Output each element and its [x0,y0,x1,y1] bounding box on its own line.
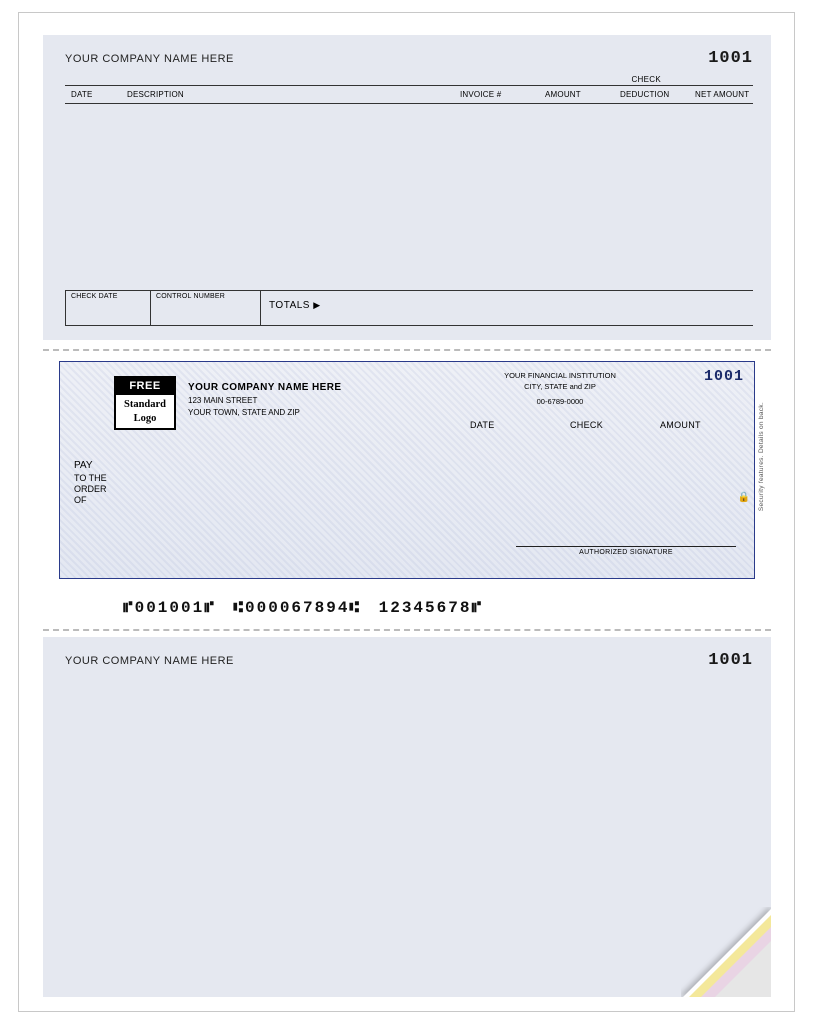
perforation-line [43,349,771,351]
to-the-label: TO THE [74,473,107,484]
label-check: CHECK [570,420,660,430]
logo-free-label: FREE [116,378,174,395]
stub-company-name: YOUR COMPANY NAME HERE [65,655,234,667]
col-date: DATE [71,90,93,99]
check-sheet: YOUR COMPANY NAME HERE 1001 CHECK DATE D… [18,12,795,1012]
stub-check-number: 1001 [708,651,753,670]
company-name: YOUR COMPANY NAME HERE [188,382,341,394]
bank-block: YOUR FINANCIAL INSTITUTION CITY, STATE a… [480,370,640,407]
bank-name: YOUR FINANCIAL INSTITUTION [480,370,640,381]
col-net-amount: NET AMOUNT [695,90,749,99]
rule [65,103,753,104]
logo-placeholder: FREE Standard Logo [114,376,176,430]
micr-line: ⑈001001⑈ ⑆000067894⑆ 12345678⑈ [123,599,483,617]
signature-line: AUTHORIZED SIGNATURE [516,546,736,556]
footer-control-number: CONTROL NUMBER [151,290,261,326]
check-number: 1001 [704,368,744,385]
col-description: DESCRIPTION [127,90,184,99]
check-column-labels: DATE CHECK AMOUNT [470,420,730,430]
security-note: Security features. Details on back. [758,402,765,511]
of-label: OF [74,495,107,506]
company-addr-2: YOUR TOWN, STATE AND ZIP [188,407,341,419]
stub-check-label: CHECK [631,75,661,84]
stub-column-headers: DATE DESCRIPTION INVOICE # AMOUNT DEDUCT… [65,90,753,104]
col-invoice: INVOICE # [460,90,501,99]
stub-footer: CHECK DATE CONTROL NUMBER TOTALS ▶ [65,290,753,326]
footer-totals: TOTALS ▶ [261,290,753,326]
bank-routing: 00-6789-0000 [480,396,640,407]
stub-top: YOUR COMPANY NAME HERE 1001 CHECK DATE D… [43,35,771,340]
rule [65,85,753,86]
stub-check-number: 1001 [708,49,753,68]
stub-bottom: YOUR COMPANY NAME HERE 1001 [43,637,771,997]
lock-icon: 🔒 [738,492,750,503]
page-curl [681,907,771,997]
order-label: ORDER [74,484,107,495]
label-date: DATE [470,420,570,430]
logo-standard-label: Standard Logo [116,395,174,426]
pay-label: PAY [74,460,107,471]
check-panel: 1001 FREE Standard Logo YOUR COMPANY NAM… [43,355,771,623]
stub-company-name: YOUR COMPANY NAME HERE [65,53,234,65]
company-addr-1: 123 MAIN STREET [188,395,341,407]
label-amount: AMOUNT [660,420,730,430]
perforation-line [43,629,771,631]
col-amount: AMOUNT [545,90,581,99]
bank-city: CITY, STATE and ZIP [480,381,640,392]
col-deduction: DEDUCTION [620,90,669,99]
pay-to-order: PAY TO THE ORDER OF [74,460,107,506]
check-body: 1001 FREE Standard Logo YOUR COMPANY NAM… [59,361,755,579]
company-address-block: YOUR COMPANY NAME HERE 123 MAIN STREET Y… [188,382,341,419]
totals-label: TOTALS [269,300,310,311]
footer-check-date: CHECK DATE [65,290,151,326]
arrow-icon: ▶ [313,300,320,310]
